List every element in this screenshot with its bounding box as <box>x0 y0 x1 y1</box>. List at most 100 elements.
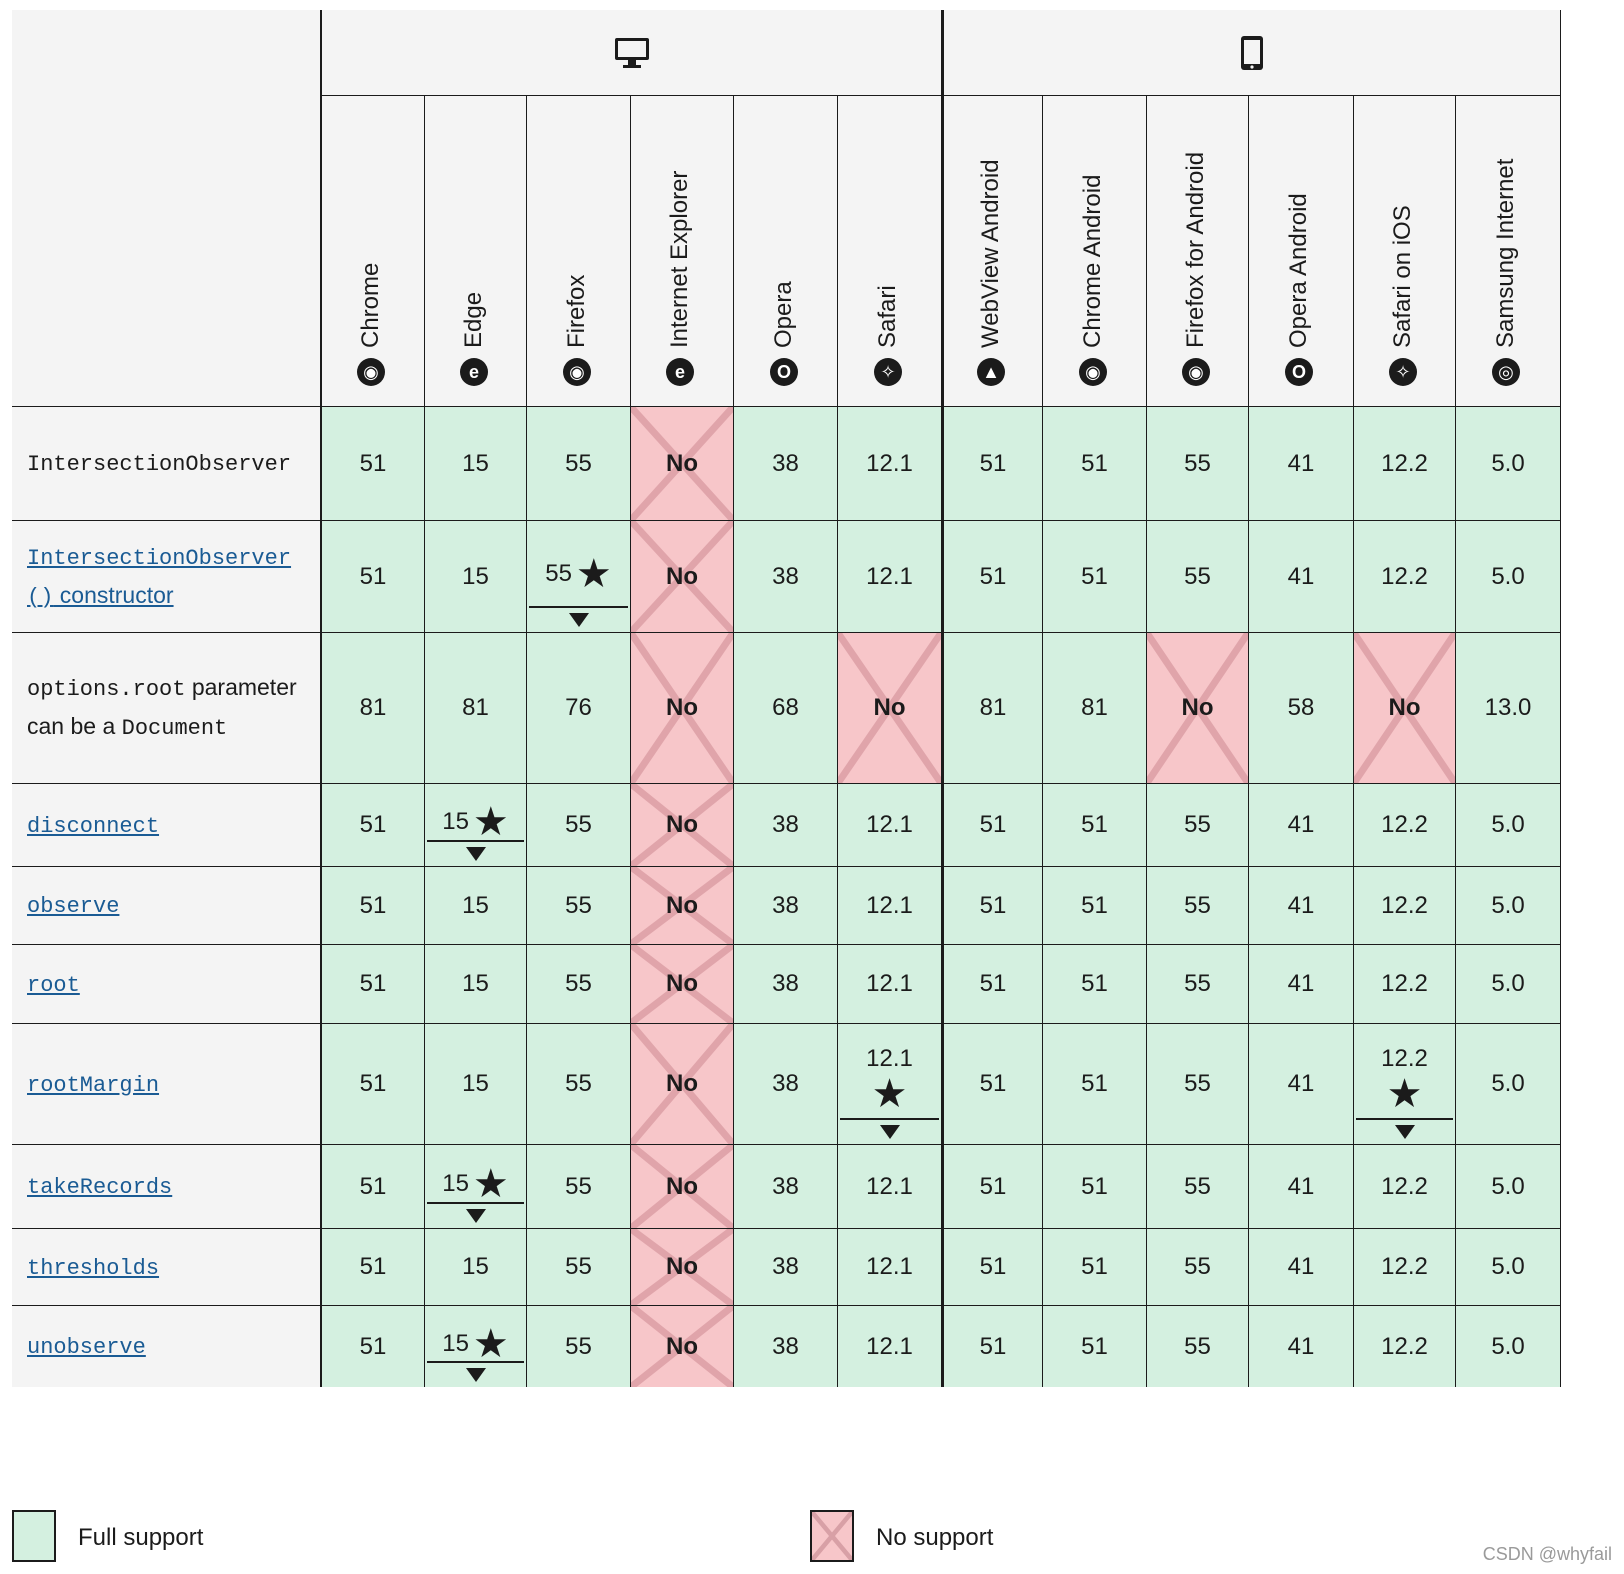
feature-link[interactable]: thresholds <box>27 1255 160 1281</box>
feature-link[interactable]: unobserve <box>27 1335 146 1360</box>
feature-suffix[interactable]: constructor <box>53 581 174 608</box>
browser-name: Opera Android <box>1285 193 1312 348</box>
support-cell: No <box>630 632 733 783</box>
expand-arrow-icon[interactable] <box>879 1125 900 1139</box>
support-version: 51 <box>1081 1332 1108 1360</box>
opera-icon: O <box>769 358 798 386</box>
support-version: No <box>666 970 698 997</box>
expand-arrow-icon[interactable] <box>465 1209 486 1223</box>
note-divider <box>427 1361 524 1363</box>
support-version: 12.1 <box>866 1332 913 1360</box>
feature-name-cell[interactable]: disconnect <box>12 783 320 866</box>
support-cell: 38 <box>733 783 837 866</box>
partial-note-icon: ★ <box>472 800 509 844</box>
feature-name-cell[interactable]: takeRecords <box>12 1144 320 1228</box>
support-version: 51 <box>359 970 387 997</box>
support-cell[interactable]: 12.2 ★ <box>1353 1023 1455 1144</box>
mobile-group-header <box>941 10 1560 96</box>
support-cell: 55 <box>1146 866 1248 944</box>
watermark: CSDN @whyfail <box>1482 1544 1612 1564</box>
safari-icon: ✧ <box>873 358 902 386</box>
browser-name: Edge <box>459 291 487 348</box>
support-cell[interactable]: 15 ★ <box>424 783 526 866</box>
browser-name: Opera <box>769 281 797 348</box>
feature-link[interactable]: root <box>27 972 80 998</box>
feature-label: observe <box>27 886 307 925</box>
support-cell: 51 <box>1042 783 1146 866</box>
support-version: No <box>666 449 698 477</box>
feature-link[interactable]: takeRecords <box>27 1175 173 1200</box>
feature-suffix: parameter can be a <box>27 674 297 739</box>
partial-note-icon: ★ <box>472 1161 509 1206</box>
support-cell: 5.0 <box>1455 1228 1560 1305</box>
support-cell[interactable]: 15 ★ <box>424 1305 526 1387</box>
support-version: 12.1 <box>866 1172 913 1200</box>
support-version: 51 <box>359 562 387 590</box>
browser-header-chrome: ◉ Chrome <box>320 96 424 406</box>
support-cell: 41 <box>1248 866 1353 944</box>
support-cell: 55 <box>1146 1023 1248 1144</box>
no-support-cross <box>631 407 733 520</box>
support-version: 5.0 <box>1491 562 1525 590</box>
support-cell: 38 <box>733 1305 837 1387</box>
expand-arrow-icon[interactable] <box>465 1368 486 1382</box>
support-version: 38 <box>772 970 799 997</box>
feature-link[interactable]: disconnect <box>27 813 160 839</box>
support-cell: 55 <box>526 1144 630 1228</box>
support-cell: 51 <box>941 1305 1042 1387</box>
support-cell: 15 <box>424 406 526 520</box>
feature-name-cell[interactable]: rootMargin <box>12 1023 320 1144</box>
no-support-cross <box>838 633 941 783</box>
browser-name: Safari <box>873 285 901 348</box>
feature-link[interactable]: observe <box>27 894 120 919</box>
support-version: 12.1 <box>866 562 913 590</box>
support-version: 38 <box>772 1253 799 1280</box>
support-cell: 51 <box>1042 866 1146 944</box>
support-version: 5.0 <box>1491 1332 1525 1360</box>
feature-name-cell[interactable]: IntersectionObserver() constructor <box>12 520 320 632</box>
full-support-swatch <box>12 1510 56 1562</box>
support-cell: 76 <box>526 632 630 783</box>
support-cell: 55 <box>1146 783 1248 866</box>
support-cell: 41 <box>1248 1023 1353 1144</box>
support-cell: 55 <box>1146 1144 1248 1228</box>
support-version: 55 <box>1184 449 1211 477</box>
support-cell: 12.2 <box>1353 944 1455 1023</box>
support-version: 5.0 <box>1491 1253 1525 1280</box>
support-cell: 51 <box>941 1228 1042 1305</box>
support-cell: 51 <box>1042 1305 1146 1387</box>
support-cell[interactable]: 15 ★ <box>424 1144 526 1228</box>
support-cell: 51 <box>941 1144 1042 1228</box>
feature-name-cell[interactable]: observe <box>12 866 320 944</box>
expand-arrow-icon[interactable] <box>465 847 486 861</box>
support-version: 38 <box>772 1332 799 1360</box>
feature-link[interactable]: IntersectionObserver() <box>27 545 292 610</box>
feature-label: takeRecords <box>27 1167 307 1206</box>
partial-note-icon: ★ <box>575 551 612 596</box>
note-divider <box>529 606 628 608</box>
support-cell: 51 <box>941 520 1042 632</box>
support-version: 51 <box>979 1332 1007 1360</box>
support-version: 12.2 <box>1381 1332 1428 1360</box>
support-cell[interactable]: 55 ★ <box>526 520 630 632</box>
feature-name-cell[interactable]: thresholds <box>12 1228 320 1305</box>
browser-header-safari: ✧ Safari <box>837 96 941 406</box>
expand-arrow-icon[interactable] <box>1394 1125 1415 1139</box>
browser-name: Samsung Internet <box>1492 158 1519 348</box>
expand-arrow-icon[interactable] <box>568 613 589 627</box>
support-version: 12.2 <box>1381 811 1428 838</box>
feature-code: IntersectionObserver <box>27 452 292 477</box>
support-version: 38 <box>772 1172 799 1200</box>
support-version: 51 <box>1081 1172 1108 1200</box>
support-version: 15 <box>442 1329 469 1357</box>
feature-name-cell[interactable]: unobserve <box>12 1305 320 1387</box>
partial-note-icon: ★ <box>1386 1072 1423 1116</box>
support-cell: 12.1 <box>837 520 941 632</box>
feature-suffix-code: Document <box>121 716 228 741</box>
browser-compatibility-table: ◉ Chrome e Edge ◉ Firefox e Internet Explorer O O… <box>12 10 1613 1435</box>
support-cell: 81 <box>941 632 1042 783</box>
feature-name-cell[interactable]: root <box>12 944 320 1023</box>
support-cell[interactable]: 12.1 ★ <box>837 1023 941 1144</box>
feature-link[interactable]: rootMargin <box>27 1072 160 1098</box>
support-version: 51 <box>359 1253 387 1280</box>
